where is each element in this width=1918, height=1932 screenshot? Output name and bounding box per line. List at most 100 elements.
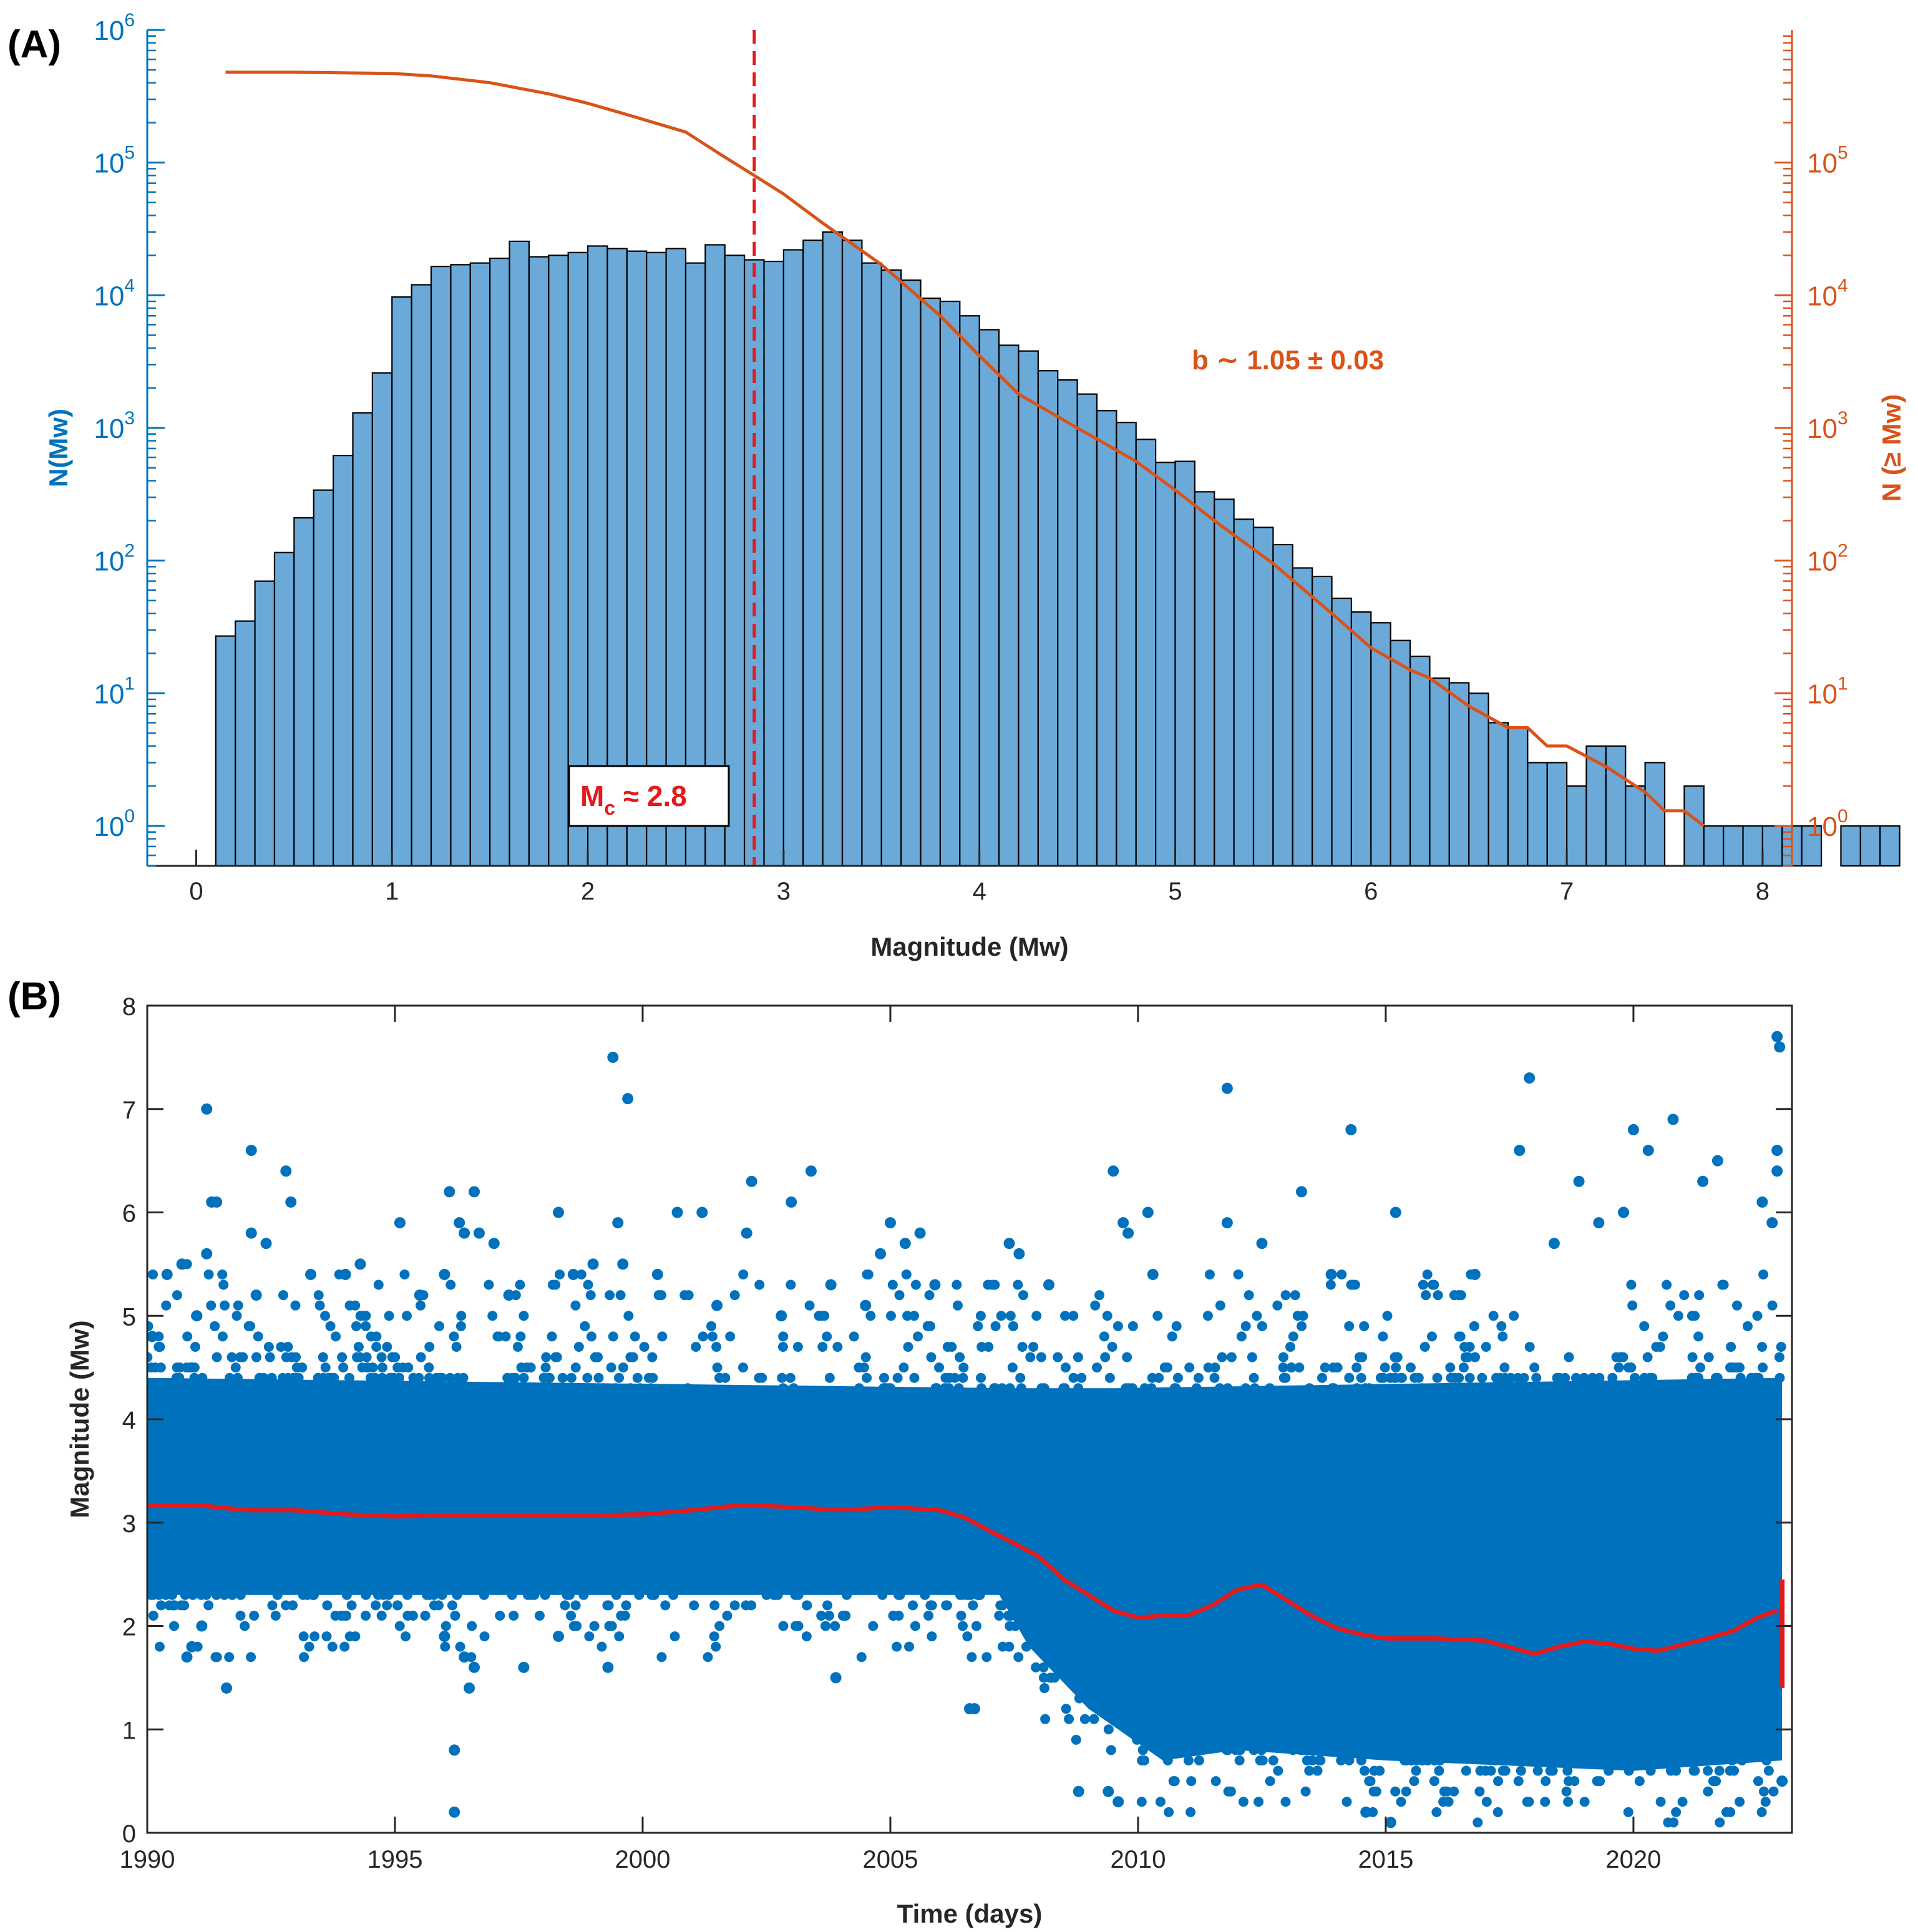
scatter-points: [147, 1031, 1788, 1828]
scatter-point: [925, 1600, 936, 1611]
scatter-point: [1168, 1776, 1179, 1787]
scatter-point: [825, 1279, 837, 1291]
scatter-point: [584, 1631, 595, 1642]
scatter-point: [1300, 1786, 1311, 1797]
scatter-point: [830, 1672, 842, 1684]
scatter-point: [607, 1051, 619, 1063]
scatter-point: [567, 1268, 579, 1280]
scatter-point: [1671, 1807, 1682, 1817]
scatter-point: [816, 1610, 827, 1621]
scatter-point: [1623, 1807, 1633, 1817]
scatter-point: [297, 1362, 308, 1373]
scatter-point: [1315, 1755, 1326, 1765]
scatter-point: [1013, 1248, 1025, 1260]
scatter-point: [596, 1641, 607, 1652]
scatter-point: [785, 1372, 796, 1383]
scatter-point: [974, 1590, 985, 1600]
scatter-point: [1454, 1372, 1464, 1383]
scatter-point: [1497, 1331, 1508, 1342]
scatter-point: [1172, 1372, 1183, 1383]
scatter-point: [407, 1610, 418, 1621]
histogram-bar: [998, 344, 1020, 867]
scatter-point: [625, 1383, 636, 1394]
scatter-point: [1336, 1269, 1347, 1279]
scatter-point: [424, 1372, 434, 1383]
scatter-point: [361, 1610, 371, 1621]
scatter-point: [1721, 1807, 1731, 1817]
scatter-point: [191, 1310, 203, 1322]
histogram-bar: [293, 517, 314, 867]
scatter-point: [1771, 1165, 1783, 1177]
scatter-point: [1623, 1765, 1634, 1776]
scatter-point: [1036, 1352, 1046, 1362]
histogram-bar: [333, 455, 354, 867]
scatter-point: [1417, 1383, 1428, 1394]
scatter-point: [1626, 1362, 1637, 1373]
scatter-point: [560, 1600, 570, 1611]
scatter-point: [1679, 1290, 1690, 1301]
scatter-point: [245, 1145, 257, 1157]
scatter-point: [459, 1227, 470, 1239]
scatter-point: [155, 1362, 166, 1373]
scatter-point: [1060, 1311, 1071, 1321]
scatter-point: [266, 1372, 277, 1383]
panel-a-x-ticks: 0 1 2 3 4 5 6 7 8: [189, 850, 1770, 905]
scatter-point: [892, 1641, 902, 1652]
scatter-point: [1005, 1621, 1015, 1631]
scatter-point: [668, 1590, 679, 1600]
scatter-point: [647, 1352, 658, 1362]
scatter-point: [370, 1372, 381, 1383]
scatter-point: [1074, 1693, 1084, 1704]
scatter-point: [914, 1227, 926, 1239]
scatter-point: [1497, 1765, 1508, 1776]
y-tick-exponent: 0: [1838, 806, 1848, 827]
scatter-point: [1018, 1290, 1028, 1301]
scatter-point: [473, 1227, 485, 1239]
scatter-point: [657, 1331, 668, 1342]
scatter-point: [1499, 1362, 1510, 1373]
histogram-bar: [1037, 370, 1059, 867]
scatter-point: [1477, 1372, 1487, 1383]
scatter-point: [320, 1362, 331, 1373]
scatter-point: [777, 1372, 787, 1383]
scatter-point: [1474, 1786, 1485, 1797]
scatter-point: [582, 1372, 593, 1383]
scatter-point: [1731, 1300, 1742, 1311]
scatter-point: [909, 1372, 920, 1383]
scatter-point: [1137, 1745, 1148, 1755]
scatter-point: [1714, 1765, 1725, 1776]
scatter-point: [1059, 1383, 1070, 1394]
scatter-point: [550, 1352, 561, 1362]
panel-b-label: (B): [7, 975, 61, 1018]
scatter-point: [1411, 1765, 1421, 1776]
scatter-point: [180, 1590, 190, 1600]
scatter-point: [221, 1682, 233, 1694]
scatter-point: [355, 1311, 366, 1321]
scatter-point: [1540, 1797, 1550, 1807]
scatter-point: [1626, 1279, 1637, 1290]
x-tick-label: 8: [1756, 878, 1770, 905]
scatter-point: [507, 1590, 517, 1600]
scatter-point: [547, 1331, 557, 1342]
scatter-point: [293, 1372, 304, 1383]
scatter-point: [188, 1590, 198, 1600]
scatter-point: [714, 1621, 725, 1631]
scatter-point: [671, 1206, 683, 1218]
scatter-point: [598, 1383, 608, 1394]
scatter-point: [1112, 1796, 1124, 1808]
histogram-bar: [371, 372, 393, 867]
histogram-bar: [1761, 825, 1783, 867]
panel-b: (B) 1990 1995 2000 2005 2010 2015 2020 0 1 2 3 4 5 6…: [7, 975, 1793, 1928]
x-tick-label: 1995: [367, 1846, 422, 1873]
x-tick-label: 4: [973, 878, 986, 905]
scatter-point: [341, 1610, 352, 1621]
scatter-point: [603, 1600, 614, 1611]
scatter-point: [877, 1590, 888, 1600]
x-tick-label: 2020: [1605, 1846, 1661, 1873]
scatter-point: [1668, 1817, 1679, 1828]
scatter-point: [630, 1331, 640, 1342]
scatter-point: [331, 1331, 341, 1342]
scatter-point: [822, 1331, 832, 1342]
scatter-point: [1215, 1383, 1225, 1394]
scatter-point: [729, 1600, 740, 1611]
